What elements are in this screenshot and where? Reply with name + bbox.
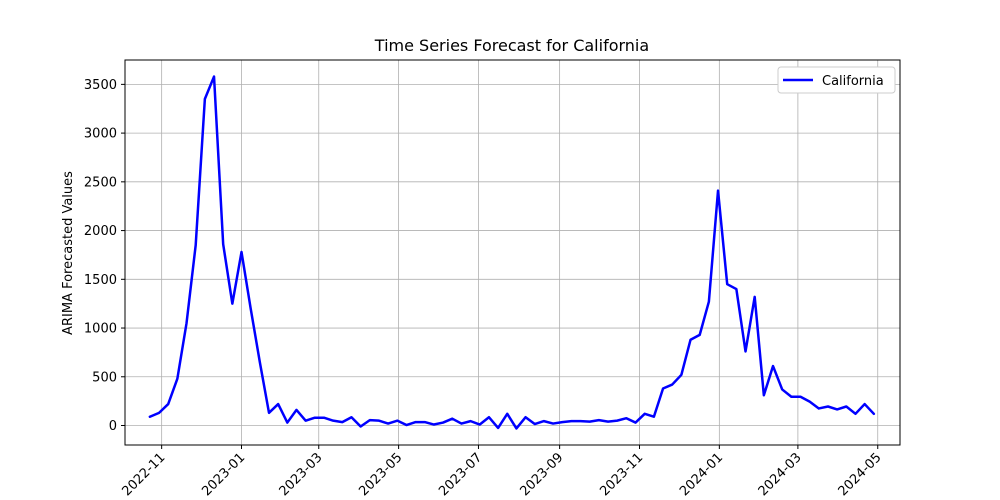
legend: California (777, 66, 896, 94)
y-tick-label: 500 (92, 370, 117, 385)
series-layer (148, 75, 876, 430)
x-tick-label: 2023-05 (356, 450, 405, 499)
series-line-california (148, 75, 876, 430)
y-tick-label: 3500 (84, 78, 117, 93)
x-tick-label: 2023-07 (436, 450, 485, 499)
y-tick-label: 2000 (84, 224, 117, 239)
x-tick-label: 2024-03 (756, 450, 805, 499)
y-tick-label: 1000 (84, 322, 117, 337)
x-tick-label: 2024-05 (836, 450, 885, 499)
x-tick-label: 2023-01 (199, 450, 248, 499)
x-tick-label: 2023-09 (517, 450, 566, 499)
x-tick-label: 2022-11 (119, 450, 168, 499)
legend-box (777, 66, 896, 94)
plot-frame (124, 59, 901, 446)
chart-title: Time Series Forecast for California (374, 36, 649, 55)
y-axis-title: ARIMA Forecasted Values (61, 171, 76, 335)
y-tick-label: 1500 (84, 273, 117, 288)
y-tick-label: 2500 (84, 175, 117, 190)
legend-label-california: California (822, 74, 884, 89)
y-tick-label: 0 (109, 419, 117, 434)
x-tick-label: 2023-03 (277, 450, 326, 499)
grid (125, 60, 900, 445)
x-tick-label: 2024-01 (677, 450, 726, 499)
x-axis: 2022-11 2023-01 2023-03 2023-05 2023-07 2023-… (119, 445, 885, 499)
x-tick-label: 2023-11 (597, 450, 646, 499)
y-axis: 0 500 1000 1500 2000 2500 3000 3500 (84, 78, 125, 434)
y-tick-label: 3000 (84, 127, 117, 142)
